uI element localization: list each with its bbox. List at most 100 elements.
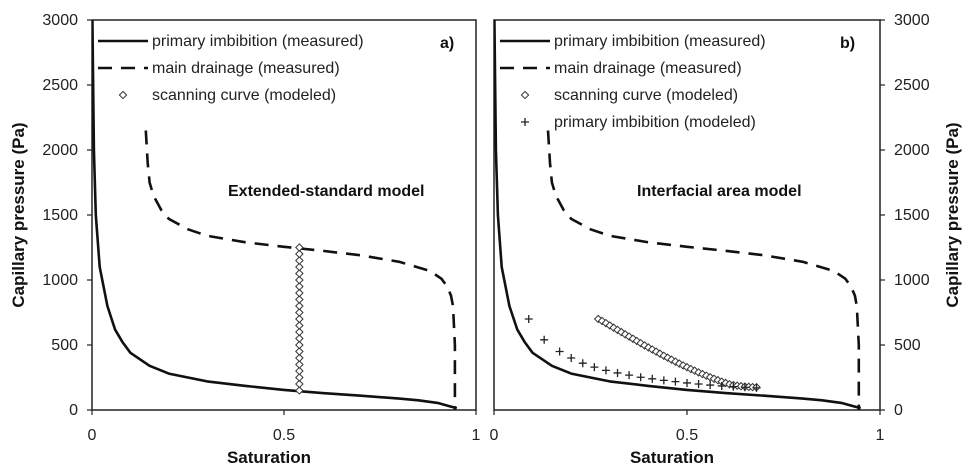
x-axis-label: Saturation xyxy=(630,448,714,467)
primary-imbibition-modeled-point xyxy=(578,359,587,368)
y-tick-label: 3000 xyxy=(42,12,78,29)
scanning-curve-point xyxy=(295,282,304,291)
scanning-curve-point xyxy=(295,360,304,369)
series-2 xyxy=(295,243,304,395)
y-tick-label: 2000 xyxy=(894,142,930,159)
panel-a: 0 0.5 1 0 500 1000 1500 2000 2500 3000 Saturation C… xyxy=(9,12,481,467)
legend-diamond-marker xyxy=(520,90,530,100)
legend-label: main drainage (measured) xyxy=(554,60,742,77)
y-axis-label: Capillary pressure (Pa) xyxy=(943,122,962,307)
primary-imbibition-modeled-point xyxy=(567,354,576,362)
scanning-curve-point xyxy=(295,334,304,343)
series-1 xyxy=(144,130,457,410)
y-tick-label: 1500 xyxy=(42,207,78,224)
series-3 xyxy=(524,315,761,392)
primary-imbibition-measured-line xyxy=(92,20,458,410)
x-tick-label: 1 xyxy=(472,427,481,444)
main-drainage-measured-line xyxy=(144,130,457,410)
y-tick-label: 0 xyxy=(894,402,903,419)
series-0 xyxy=(92,20,458,410)
legend-label: scanning curve (modeled) xyxy=(554,87,738,104)
primary-imbibition-modeled-point xyxy=(706,381,715,390)
scanning-curve-point xyxy=(295,262,304,272)
scanning-curve-point xyxy=(295,347,304,356)
scanning-curve-point xyxy=(674,359,684,368)
scanning-curve-point xyxy=(593,314,603,324)
scanning-curve-point xyxy=(295,295,304,304)
y-tick-label: 2000 xyxy=(42,142,78,159)
primary-imbibition-measured-line xyxy=(494,20,862,410)
primary-imbibition-modeled-point xyxy=(659,376,668,385)
scanning-curve-point xyxy=(694,368,703,377)
panel-label: a) xyxy=(440,35,454,52)
plot-frame xyxy=(91,19,477,411)
y-tick-label: 3000 xyxy=(894,12,930,29)
scanning-curve-point xyxy=(295,314,304,324)
panel-b: 0 0.5 1050010001500200025003000SaturationC… xyxy=(490,12,962,467)
scanning-curve-point xyxy=(295,243,304,252)
scanning-curve-point xyxy=(295,373,304,382)
scanning-curve-point xyxy=(295,249,304,259)
legend-label: scanning curve (modeled) xyxy=(152,87,336,104)
scanning-curve-point xyxy=(295,327,304,337)
series-1 xyxy=(546,130,861,410)
plot-area xyxy=(494,20,862,410)
primary-imbibition-modeled-point xyxy=(648,374,657,383)
primary-imbibition-modeled-point xyxy=(683,378,691,387)
scanning-curve-point xyxy=(295,288,304,298)
primary-imbibition-modeled-point xyxy=(636,373,645,382)
series-2 xyxy=(593,314,761,392)
scanning-curve-point xyxy=(295,275,304,285)
legend: primary imbibition (measured) main draina… xyxy=(98,33,364,104)
y-tick-label: 2500 xyxy=(42,77,78,94)
model-annotation: Interfacial area model xyxy=(637,183,802,200)
series-0 xyxy=(494,20,862,410)
scanning-curve-point xyxy=(690,366,700,376)
x-tick-label: 1 xyxy=(876,427,885,444)
plot-frame xyxy=(493,19,881,411)
x-tick-label: 0 xyxy=(88,427,97,444)
primary-imbibition-modeled-point xyxy=(729,382,738,391)
scanning-curve-point xyxy=(295,366,304,376)
primary-imbibition-modeled-point xyxy=(524,315,533,323)
primary-imbibition-modeled-point xyxy=(555,347,564,356)
x-tick-label: 0.5 xyxy=(676,427,698,444)
scanning-curve-point xyxy=(640,341,649,350)
scanning-curve-point xyxy=(295,256,304,265)
x-tick-label: 0 xyxy=(490,427,499,444)
primary-imbibition-modeled-point xyxy=(671,377,680,386)
scanning-curve-point xyxy=(647,345,657,354)
scanning-curve-point xyxy=(295,269,304,278)
y-tick-label: 2500 xyxy=(894,77,930,94)
primary-imbibition-modeled-point xyxy=(752,383,761,392)
legend: primary imbibition (measured) main draina… xyxy=(500,33,766,131)
scanning-curve-point xyxy=(295,386,304,395)
legend-label: primary imbibition (modeled) xyxy=(554,114,756,131)
y-tick-label: 1500 xyxy=(894,207,930,224)
primary-imbibition-modeled-point xyxy=(625,371,634,380)
primary-imbibition-modeled-point xyxy=(740,383,749,392)
primary-imbibition-modeled-point xyxy=(694,380,703,388)
legend-diamond-marker xyxy=(118,90,128,100)
scanning-curve-point xyxy=(295,353,304,363)
main-drainage-measured-line xyxy=(546,130,861,410)
panel-label: b) xyxy=(840,35,855,52)
scanning-curve-point xyxy=(295,379,304,389)
legend-plus-marker xyxy=(521,118,529,126)
scanning-curve-point xyxy=(295,321,304,330)
plot-area xyxy=(92,20,458,410)
scanning-curve-point xyxy=(663,353,673,363)
x-axis-label: Saturation xyxy=(227,448,311,467)
legend-label: primary imbibition (measured) xyxy=(554,33,766,50)
primary-imbibition-modeled-point xyxy=(601,366,610,375)
y-axis-label: Capillary pressure (Pa) xyxy=(9,122,28,307)
model-annotation: Extended-standard model xyxy=(228,183,424,200)
x-tick-label: 0.5 xyxy=(273,427,295,444)
y-tick-label: 500 xyxy=(894,337,921,354)
scanning-curve-point xyxy=(295,308,304,317)
primary-imbibition-modeled-point xyxy=(540,335,549,344)
scanning-curve-point xyxy=(609,323,618,333)
y-tick-label: 1000 xyxy=(894,272,930,289)
primary-imbibition-modeled-point xyxy=(590,363,599,372)
